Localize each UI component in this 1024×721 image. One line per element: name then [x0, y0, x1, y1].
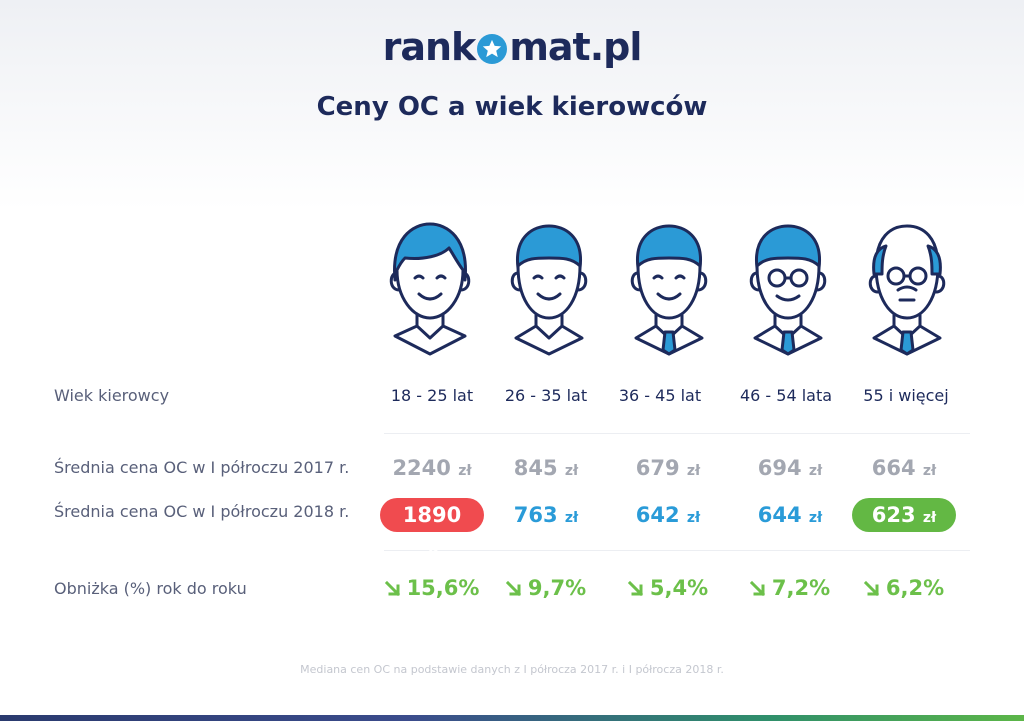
currency: zł	[564, 463, 579, 479]
drop-cell: 6,2%	[846, 576, 962, 600]
bottom-accent-bar	[0, 715, 1024, 721]
price-value: 664	[871, 456, 916, 480]
arrow-down-right-icon	[749, 580, 765, 597]
drop-row-label: Obniżka (%) rok do roku	[54, 579, 247, 598]
senior-driver-avatar-icon	[868, 224, 946, 356]
currency: zł	[922, 463, 937, 479]
page-title: Ceny OC a wiek kierowców	[316, 92, 708, 122]
currency: zł	[564, 510, 579, 526]
drop-value: 5,4%	[649, 576, 709, 600]
logo: rank mat.pl	[0, 24, 1024, 70]
price-2017-row-label: Średnia cena OC w I półroczu 2017 r.	[54, 458, 350, 477]
currency: zł	[922, 510, 937, 526]
price-value: 1890	[402, 503, 462, 527]
price-2017-cell: 845 zł	[488, 456, 604, 480]
price-value: 845	[513, 456, 558, 480]
drop-cell: 7,2%	[732, 576, 848, 600]
price-2018-cell: 763 zł	[488, 498, 604, 532]
price-2017-cell: 679 zł	[610, 456, 726, 480]
price-2017-cell: 664 zł	[846, 456, 962, 480]
price-value: 2240	[392, 456, 451, 480]
arrow-down-right-icon	[505, 580, 521, 597]
lowest-price-badge: 623 zł	[852, 498, 956, 532]
mature-driver-avatar-icon	[749, 224, 827, 356]
price-value: 623	[871, 503, 916, 527]
drop-cell: 5,4%	[610, 576, 726, 600]
price-2018-cell: 644 zł	[732, 498, 848, 532]
currency: zł	[458, 463, 472, 479]
price-value: 642	[635, 503, 680, 527]
logo-text-right: mat.pl	[509, 25, 642, 69]
currency: zł	[425, 544, 439, 560]
young-driver-avatar-icon	[389, 222, 471, 356]
star-icon	[477, 34, 508, 64]
age-cell: 26 - 35 lat	[504, 386, 588, 405]
drop-value: 6,2%	[885, 576, 945, 600]
middle-aged-driver-avatar-icon	[630, 224, 708, 356]
drop-value: 15,6%	[406, 576, 480, 600]
adult-driver-avatar-icon	[510, 224, 588, 356]
arrow-down-right-icon	[384, 580, 400, 597]
price-value: 644	[757, 503, 802, 527]
age-cell: 46 - 54 lata	[739, 386, 833, 405]
price-2018-cell: 623 zł	[846, 498, 962, 532]
drop-cell: 15,6%	[374, 576, 490, 600]
age-row-label: Wiek kierowcy	[54, 386, 170, 405]
arrow-down-right-icon	[627, 580, 643, 597]
drop-value: 7,2%	[771, 576, 831, 600]
age-cell: 36 - 45 lat	[618, 386, 702, 405]
currency: zł	[686, 463, 701, 479]
currency: zł	[808, 510, 823, 526]
currency: zł	[686, 510, 701, 526]
arrow-down-right-icon	[863, 580, 879, 597]
price-value: 679	[635, 456, 680, 480]
drop-value: 9,7%	[527, 576, 587, 600]
age-cell: 18 - 25 lat	[390, 386, 474, 405]
separator	[384, 550, 970, 551]
price-2018-cell: 642 zł	[610, 498, 726, 532]
separator	[384, 433, 970, 434]
price-2017-cell: 694 zł	[732, 456, 848, 480]
price-2018-cell: 1890 zł	[374, 498, 490, 560]
footnote: Mediana cen OC na podstawie danych z I p…	[300, 663, 724, 676]
currency: zł	[808, 463, 823, 479]
price-2018-row-label: Średnia cena OC w I półroczu 2018 r.	[54, 502, 350, 521]
price-value: 694	[757, 456, 802, 480]
price-2017-cell: 2240 zł	[374, 456, 490, 480]
age-cell: 55 i więcej	[863, 386, 949, 405]
drop-cell: 9,7%	[488, 576, 604, 600]
price-value: 763	[513, 503, 558, 527]
highest-price-badge: 1890 zł	[380, 498, 484, 560]
logo-text-left: rank	[382, 25, 477, 69]
